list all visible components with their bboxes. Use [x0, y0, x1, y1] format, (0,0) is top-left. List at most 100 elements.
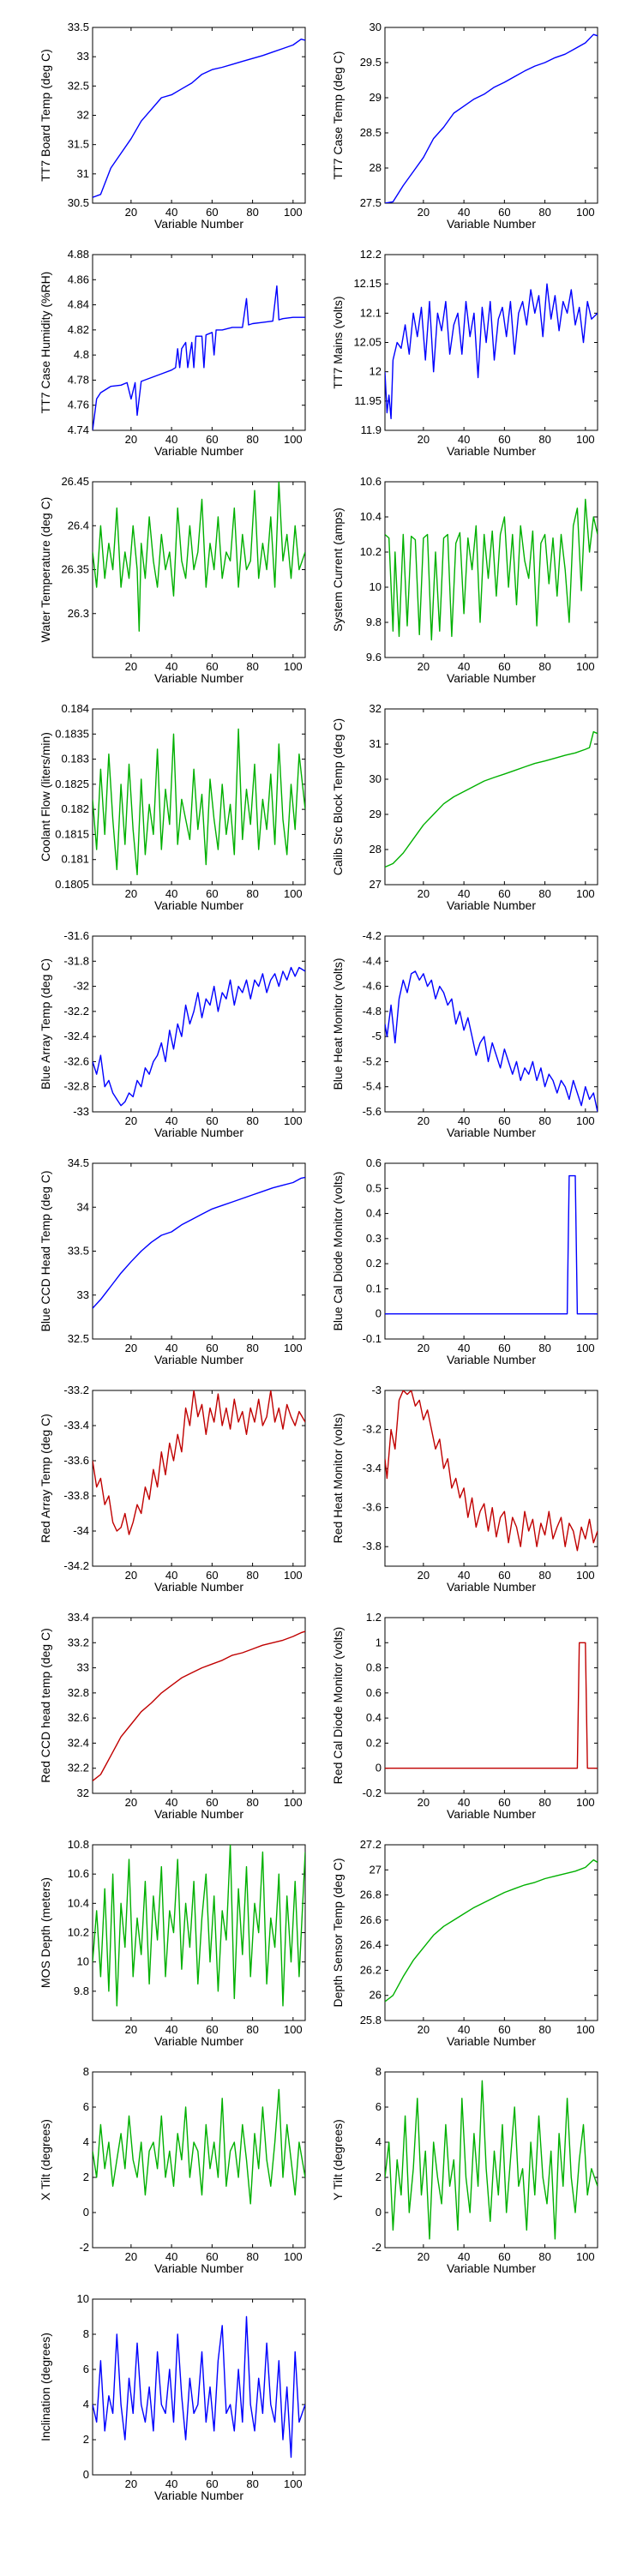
x-tick-label: 60 [206, 1796, 218, 1809]
y-axis-label: Inclination (degrees) [39, 2333, 52, 2441]
y-tick-label: 33.5 [68, 1245, 89, 1258]
x-tick-label: 20 [125, 887, 137, 900]
x-tick-label: 40 [458, 2023, 470, 2036]
y-tick-label: 1.2 [366, 1611, 382, 1624]
x-tick-label: 60 [206, 660, 218, 673]
x-tick-label: 20 [418, 1114, 430, 1127]
y-tick-label: 0.1835 [55, 727, 89, 740]
y-tick-label: 28 [370, 843, 382, 856]
x-tick-label: 40 [458, 1114, 470, 1127]
chart-panel: 20 40 60 80 100 30.5 31 31.5 32 32.5 33 33.5 Variabl… [39, 21, 306, 231]
y-axis-label: Coolant Flow (liters/min) [39, 732, 52, 862]
y-tick-label: -5.6 [363, 1105, 382, 1118]
series-line [93, 39, 305, 198]
y-tick-label: -4.4 [363, 954, 382, 967]
x-tick-label: 20 [125, 2023, 137, 2036]
y-tick-label: -4.8 [363, 1005, 382, 1018]
y-tick-label: 31.5 [68, 138, 89, 151]
y-axis-label: Y Tilt (degrees) [331, 2119, 345, 2201]
y-tick-label: 26 [370, 1989, 382, 2002]
y-tick-label: -4.6 [363, 980, 382, 993]
y-tick-label: -32.2 [63, 1005, 89, 1018]
x-tick-label: 80 [538, 1114, 550, 1127]
y-tick-label: 0.8 [366, 1661, 382, 1674]
x-tick-label: 20 [418, 1342, 430, 1354]
y-axis-label: TT7 Mains (volts) [331, 296, 345, 388]
series-line [385, 1390, 598, 1552]
x-axis-label: Variable Number [447, 1580, 536, 1594]
y-tick-label: -2 [371, 2241, 382, 2254]
y-tick-label: 0.3 [366, 1232, 382, 1245]
y-tick-label: 32.8 [68, 1686, 89, 1699]
y-tick-label: 34 [77, 1200, 89, 1213]
y-tick-label: 26.45 [61, 475, 89, 488]
x-tick-label: 60 [498, 1569, 510, 1582]
x-tick-label: 100 [284, 1342, 303, 1354]
y-tick-label: 0.4 [366, 1207, 382, 1220]
x-tick-label: 100 [576, 433, 595, 446]
y-tick-label: 6 [83, 2100, 89, 2113]
y-tick-label: 4.78 [68, 373, 89, 386]
x-tick-label: 80 [246, 2250, 258, 2263]
y-tick-label: 6 [376, 2100, 382, 2113]
x-axis-label: Variable Number [154, 898, 243, 912]
series-line [385, 730, 598, 868]
y-tick-label: 0 [376, 2206, 382, 2219]
y-tick-label: 1 [376, 1636, 382, 1648]
y-tick-label: -2 [79, 2241, 89, 2254]
x-tick-label: 20 [418, 660, 430, 673]
y-tick-label: 9.8 [74, 1985, 89, 1997]
x-tick-label: 40 [458, 1342, 470, 1354]
x-tick-label: 100 [284, 887, 303, 900]
series-line [93, 482, 305, 632]
y-tick-label: 8 [83, 2327, 89, 2340]
x-tick-label: 80 [538, 433, 550, 446]
y-tick-label: -3 [371, 1384, 382, 1396]
chart-panel: 20 40 60 80 100 4.74 4.76 4.78 4.8 4.82 4.84 4.86 4.… [39, 248, 306, 458]
x-tick-label: 40 [458, 887, 470, 900]
x-tick-label: 100 [576, 660, 595, 673]
plot-area [384, 935, 598, 1113]
x-tick-label: 100 [576, 1796, 595, 1809]
series-line [385, 1642, 598, 1769]
y-tick-label: 12.15 [353, 277, 382, 290]
y-tick-label: 4.8 [74, 348, 89, 361]
y-tick-label: 2 [376, 2171, 382, 2183]
y-tick-label: 0 [83, 2468, 89, 2481]
x-tick-label: 80 [246, 1569, 258, 1582]
series-line [385, 970, 598, 1112]
chart-panel: 20 40 60 80 100 27.5 28 28.5 29 29.5 30 Variable Nu… [331, 21, 598, 231]
x-tick-label: 20 [418, 887, 430, 900]
y-axis-label: MOS Depth (meters) [39, 1877, 52, 1988]
y-tick-label: 11.95 [354, 394, 382, 407]
chart-panel: 20 40 60 80 100 9.8 10 10.2 10.4 10.6 10.8 Variable… [39, 1838, 306, 2048]
series-line [385, 1858, 598, 2003]
y-tick-label: 10 [77, 1955, 89, 1968]
y-axis-label: System Current (amps) [331, 507, 345, 632]
y-tick-label: 31 [77, 167, 89, 180]
y-tick-label: 11.9 [361, 423, 382, 436]
x-axis-label: Variable Number [447, 2261, 536, 2275]
y-tick-label: 30.5 [68, 196, 89, 209]
x-axis-label: Variable Number [447, 1353, 536, 1366]
y-tick-label: 27.5 [360, 196, 382, 209]
y-tick-label: 6 [83, 2363, 89, 2375]
x-tick-label: 20 [418, 433, 430, 446]
x-tick-label: 60 [498, 1796, 510, 1809]
x-tick-label: 40 [458, 1569, 470, 1582]
x-axis-label: Variable Number [154, 2034, 243, 2048]
series-line [385, 1174, 598, 1315]
x-tick-label: 100 [576, 1342, 595, 1354]
y-tick-label: 32 [77, 109, 89, 122]
x-tick-label: 20 [125, 206, 137, 219]
x-tick-label: 80 [246, 433, 258, 446]
x-tick-label: 80 [246, 1114, 258, 1127]
y-tick-label: 32 [77, 1786, 89, 1799]
y-axis-label: Blue Heat Monitor (volts) [331, 958, 345, 1090]
x-tick-label: 60 [498, 1342, 510, 1354]
x-tick-label: 80 [246, 1796, 258, 1809]
y-tick-label: 12.1 [360, 306, 382, 319]
series-line [93, 2315, 305, 2459]
x-tick-label: 80 [538, 2250, 550, 2263]
